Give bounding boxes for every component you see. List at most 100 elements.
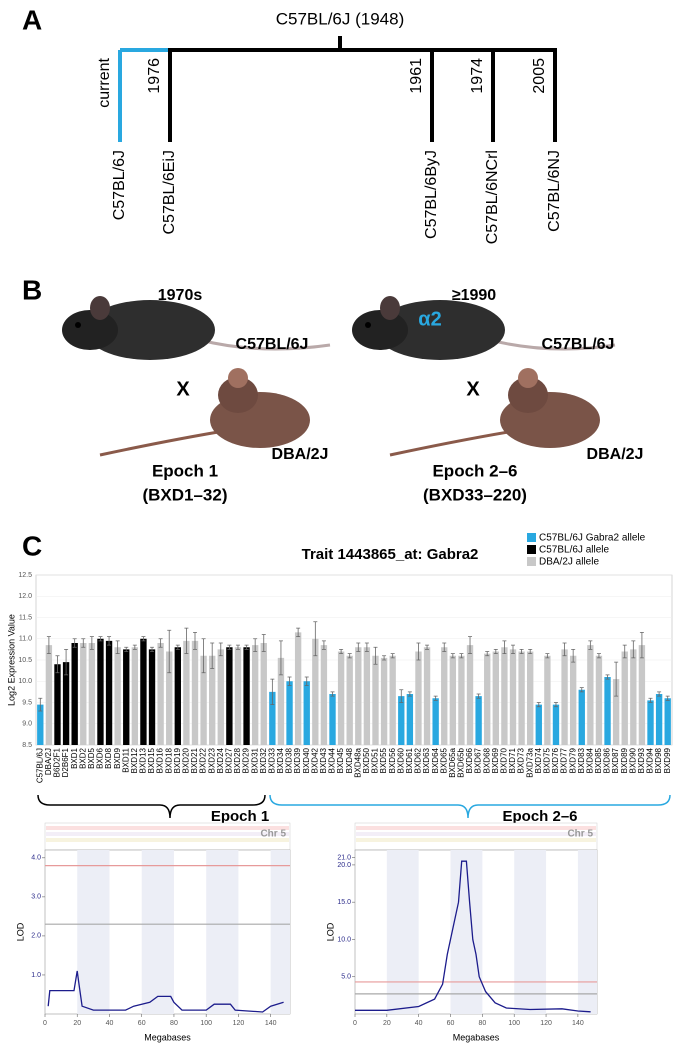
bar [612,679,620,745]
x-tick-label: C57BL/6J [35,748,44,783]
error-bar [614,661,619,697]
error-bar [450,653,455,659]
x-tick-label: BXD77 [560,747,569,773]
error-bar [218,642,223,657]
bar [251,645,259,745]
partner: DBA/2J [272,446,329,463]
bar [62,662,70,745]
error-bar [631,640,636,659]
error-bar [382,655,387,661]
bar [509,649,517,745]
header-strip [46,838,289,842]
error-bar [511,644,515,655]
x-tick-label: 80 [170,1020,178,1027]
branch-note: 2005 [531,58,548,94]
bar [552,704,560,745]
x-tick-label: BXD21 [190,747,199,773]
y-tick-label: 2.0 [31,933,41,940]
chromosome-label: Chr 5 [260,829,286,840]
bar [587,645,594,745]
bar [458,655,465,745]
x-tick-label: 80 [478,1020,486,1027]
bar [406,694,414,745]
error-bar [425,644,430,650]
bar [449,655,457,745]
x-tick-label: 120 [233,1020,245,1027]
error-bar [459,653,464,659]
error-bar [64,648,69,676]
bar [647,700,654,745]
x-tick-label: BXD75 [542,747,551,773]
error-bar [270,678,275,706]
x-tick-label: BXD34 [276,747,285,773]
bar [140,638,147,745]
bracket-epoch2 [269,794,671,819]
x-tick-label: BXD69 [491,747,500,773]
bracket-epoch1 [37,794,266,819]
x-tick-label: BXD74 [534,747,543,773]
band [77,850,110,1014]
x-tick-label: 40 [415,1020,423,1027]
error-bar [55,655,60,674]
x-tick-label: BXD24 [216,747,225,773]
x-tick-label: BXD60 [396,747,405,773]
x-tick-label: BXD87 [611,747,620,773]
bar [200,655,207,745]
bar [432,698,439,745]
error-bar [235,644,240,650]
bar [157,643,164,745]
error-bar [433,695,438,701]
x-tick-label: BXD19 [173,747,182,773]
bar [372,655,379,745]
bar [37,704,44,745]
y-tick-label: 8.5 [22,742,32,749]
y-tick-label: 20.0 [337,862,351,869]
x-axis-label: Megabases [453,1032,500,1042]
error-bar [347,653,352,659]
x-tick-label: BXD45 [336,747,345,773]
error-bar [46,636,51,655]
x-tick-label: BXD93 [637,747,646,773]
error-bar [536,702,541,708]
epoch-range: (BXD33–220) [423,485,527,504]
bar [621,651,628,745]
x-tick-label: BXD64 [431,747,440,773]
x-tick-label: BXD15 [147,747,156,773]
y-tick-label: 12.0 [18,593,32,600]
error-bar [476,693,481,699]
bar [312,638,319,745]
y-tick-label: 5.0 [341,974,351,981]
x-tick-label: BXD65 [439,747,448,773]
bar [355,647,362,745]
x-tick-label: BXD73a [525,747,534,777]
error-bar [407,691,412,697]
marker: α2 [418,308,441,330]
band [270,850,290,1014]
error-bar [588,640,593,650]
x-tick-label: BXD68 [482,747,491,773]
header-strip [46,832,289,836]
tree-root: C57BL/6J (1948) [276,9,405,28]
bar [389,655,396,745]
x-tick-label: BXD5 [87,747,96,768]
y-tick-label: 12.5 [18,572,32,579]
bar [492,651,499,745]
error-bar [665,695,670,701]
bar [277,657,285,745]
x-tick-label: BXD42 [310,747,319,773]
x-tick-label: BXD73 [517,747,526,773]
x-tick-label: BXD48a [353,747,362,777]
panel-label: A [22,4,42,35]
epoch: Epoch 1 [152,461,218,480]
bar [544,655,551,745]
bar [638,645,646,745]
y-tick-label: 21.0 [337,854,351,861]
era: 1970s [158,287,203,304]
error-bar [356,642,361,652]
bar [466,645,474,745]
x-tick-label: BXD38 [285,747,294,773]
branch-strain: C57BL/6EiJ [161,150,178,235]
x-tick-label: 120 [540,1020,552,1027]
x-tick-label: 140 [572,1020,584,1027]
